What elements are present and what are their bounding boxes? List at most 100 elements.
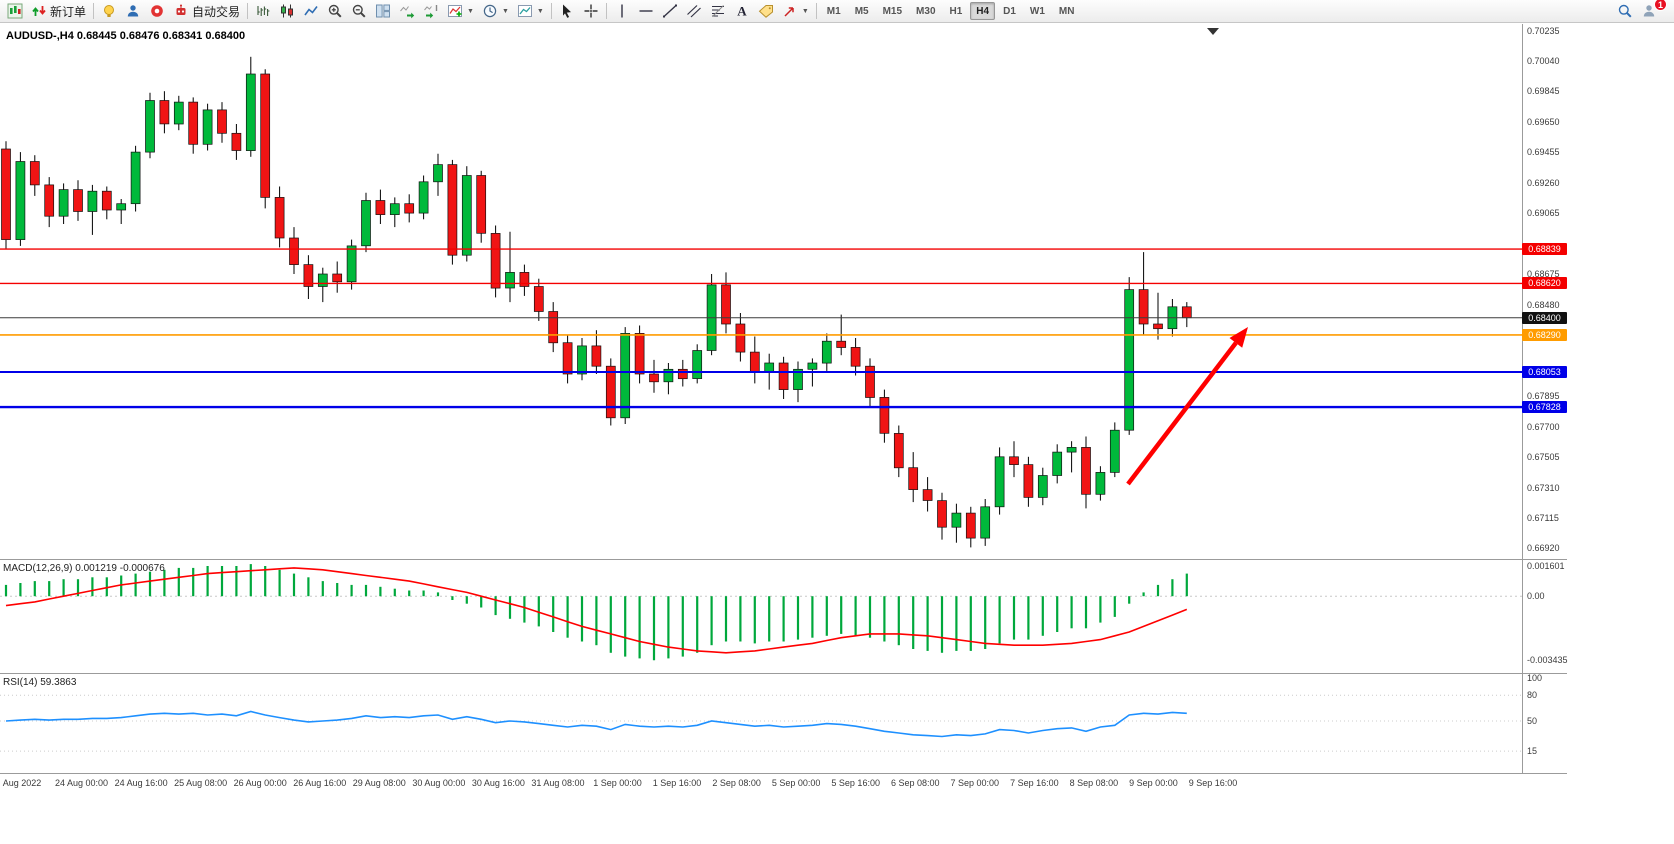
price-axis-border [1522,24,1523,774]
candlestick-icon [281,4,294,18]
rsi-name: RSI(14) [3,677,38,688]
time-axis-label: 24 Aug 00:00 [55,778,109,788]
new-order-icon [32,6,46,16]
timeframe-h4[interactable]: H4 [970,2,996,20]
toolbar-separator [815,3,817,19]
bar-chart-mode-button[interactable] [251,1,275,21]
fibonacci-tool-button[interactable] [706,1,730,21]
toolbar-separator [605,3,607,19]
timeframe-m1[interactable]: M1 [826,5,841,17]
line-chart-icon [304,6,318,16]
zoom-in-icon [328,4,342,18]
arrows-tool-button[interactable]: ▼ [778,1,813,21]
time-axis-label: 6 Sep 08:00 [890,778,940,788]
macd-panel[interactable] [0,560,1674,673]
chart-title: AUDUSD-,H4 0.68445 0.68476 0.68341 0.684… [6,30,246,42]
label-tool-button[interactable] [754,1,778,21]
time-axis-label: 31 Aug 08:00 [531,778,585,788]
time-axis-label: 25 Aug 08:00 [174,778,228,788]
toolbar-separator [93,3,95,19]
profile-button[interactable] [121,1,145,21]
vertical-line-tool-button[interactable] [610,1,634,21]
bar-chart-icon [257,6,270,16]
community-icon [151,5,163,17]
timeframe-d1[interactable]: D1 [1003,5,1016,17]
chart-window-button[interactable] [3,1,27,21]
channel-tool-button[interactable] [682,1,706,21]
indicators-button[interactable]: ▼ [443,1,478,21]
text-tool-button[interactable]: A [730,1,754,21]
timeframe-m30[interactable]: M30 [916,5,936,17]
auto-scroll-icon [400,6,415,19]
trendline-tool-button[interactable] [658,1,682,21]
horizontal-line-tool-button[interactable] [634,1,658,21]
rsi-label: RSI(14) 59.3863 [3,677,76,688]
search-button[interactable] [1613,1,1637,21]
candlestick-window-icon [7,3,23,19]
indicators-icon [448,5,463,17]
candlestick-mode-button[interactable] [275,1,299,21]
ideas-button[interactable] [97,1,121,21]
templates-button[interactable]: ▼ [513,1,548,21]
timeframe-m15[interactable]: M15 [882,5,903,17]
cursor-icon [562,4,571,18]
time-axis-label: 26 Aug 00:00 [233,778,287,788]
main-chart-canvas[interactable] [0,24,1674,559]
zoom-in-button[interactable] [323,1,347,21]
macd-name: MACD(12,26,9) [3,563,73,574]
auto-trading-button[interactable]: 自动交易 [169,1,244,21]
panel-divider[interactable] [0,673,1567,674]
new-order-button[interactable]: 新订单 [27,1,90,21]
timeframe-h1[interactable]: H1 [949,5,963,17]
community-button[interactable] [145,1,169,21]
text-icon: A [737,4,747,19]
horizontal-line-icon [639,10,653,12]
tile-windows-icon [376,4,391,18]
chevron-down-icon: ▼ [801,7,809,15]
auto-scroll-button[interactable] [395,1,419,21]
chevron-down-icon: ▼ [501,7,509,15]
chart-shift-icon [424,5,438,19]
line-chart-mode-button[interactable] [299,1,323,21]
time-axis-label: 24 Aug 16:00 [114,778,168,788]
cursor-tool-button[interactable] [555,1,579,21]
time-axis[interactable]: Aug 2022 24 Aug 00:00 24 Aug 16:00 25 Aug 0… [0,775,1522,793]
timeframe-mn[interactable]: MN [1058,5,1075,17]
chevron-down-icon: ▼ [536,7,544,15]
time-axis-label: 30 Aug 00:00 [412,778,466,788]
rsi-panel[interactable] [0,674,1674,772]
panel-divider[interactable] [0,559,1567,560]
lightbulb-icon [104,5,115,17]
panel-divider[interactable] [0,773,1567,774]
chart-shift-button[interactable] [419,1,443,21]
auto-trading-label: 自动交易 [192,4,241,19]
timeframe-m5[interactable]: M5 [854,5,869,17]
arrow-object-icon [784,7,794,17]
zoom-out-button[interactable] [347,1,371,21]
time-axis-label: 1 Sep 00:00 [593,778,642,788]
notification-badge[interactable]: 1 [1654,0,1667,11]
time-axis-label: 30 Aug 16:00 [471,778,525,788]
timeframe-w1[interactable]: W1 [1029,5,1045,17]
time-axis-label: Aug 2022 [2,778,42,788]
crosshair-tool-button[interactable] [579,1,603,21]
time-axis-label: 8 Sep 08:00 [1069,778,1119,788]
time-axis-label: 5 Sep 16:00 [831,778,880,788]
time-axis-label: 9 Sep 00:00 [1129,778,1178,788]
price-scale[interactable] [1523,24,1673,773]
macd-values: 0.001219 -0.000676 [75,563,165,574]
periods-button[interactable]: ▼ [478,1,513,21]
person-icon [127,5,139,17]
zoom-out-icon [352,4,366,18]
crosshair-icon [584,4,598,18]
time-axis-label: 26 Aug 16:00 [293,778,347,788]
account-button[interactable]: 1 [1637,0,1667,21]
time-axis-label: 1 Sep 16:00 [652,778,702,788]
new-order-label: 新订单 [50,4,87,19]
time-axis-label: 29 Aug 08:00 [352,778,406,788]
tile-windows-button[interactable] [371,1,395,21]
toolbar-separator [550,3,552,19]
channel-icon [686,5,701,18]
toolbar-separator [247,3,249,19]
